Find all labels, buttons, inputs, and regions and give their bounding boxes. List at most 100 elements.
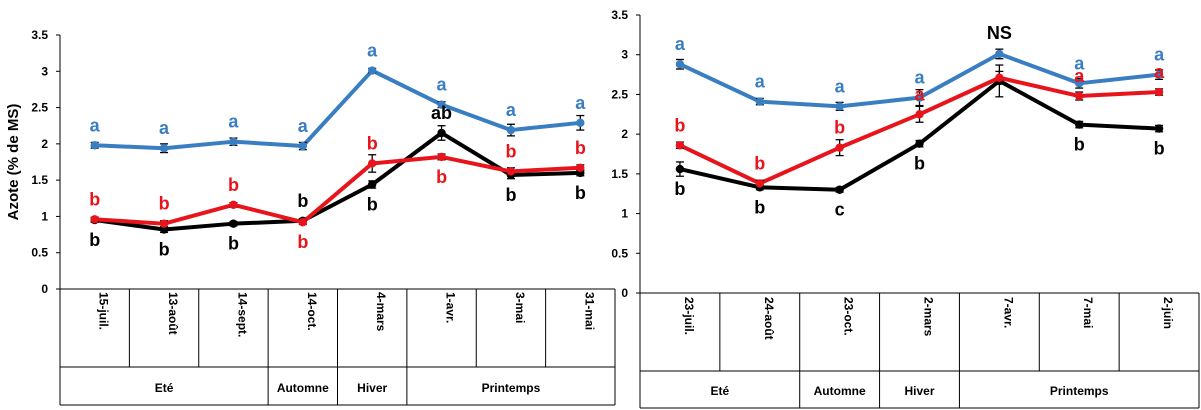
- significance-letter-red: a: [1074, 66, 1085, 86]
- data-point-red: [576, 163, 585, 173]
- season-label: Hiver: [904, 384, 934, 398]
- data-point-black: [229, 219, 238, 228]
- season-label: Printemps: [482, 381, 541, 395]
- significance-letter-black: b: [228, 234, 239, 254]
- significance-letter-black: b: [505, 185, 516, 205]
- significance-letter-black: b: [297, 191, 308, 211]
- data-point-blue: [367, 66, 377, 75]
- significance-letter-blue: a: [159, 118, 170, 138]
- y-tick-label: 3.5: [31, 28, 48, 42]
- significance-letter-blue: a: [755, 72, 766, 92]
- x-category-label: 7-avr.: [1001, 297, 1015, 328]
- x-category-label: 1-avr.: [444, 292, 458, 323]
- y-tick-label: 3: [621, 48, 628, 62]
- x-category-label: 23-oct.: [842, 297, 856, 336]
- significance-letter-black: b: [754, 197, 765, 217]
- data-point-blue: [995, 49, 1004, 59]
- x-category-label: 14-sept.: [235, 292, 249, 337]
- data-point-blue: [229, 137, 238, 146]
- y-tick-label: 1: [621, 207, 628, 221]
- significance-letter-red: b: [754, 153, 765, 173]
- significance-letter-blue: a: [575, 93, 586, 113]
- data-point-red: [835, 143, 844, 152]
- y-tick-label: 0.5: [611, 246, 628, 260]
- significance-letter-black: b: [674, 179, 685, 199]
- x-category-label: 4-mars: [374, 292, 388, 332]
- significance-letter-blue: a: [914, 68, 925, 88]
- data-point-red: [506, 167, 516, 176]
- significance-letter-red: b: [159, 194, 170, 214]
- data-point-red: [159, 219, 169, 228]
- significance-letter-black: b: [575, 183, 586, 203]
- y-tick-label: 0: [41, 282, 48, 296]
- y-tick-label: 1: [41, 209, 48, 223]
- data-point-black: [915, 139, 924, 148]
- data-point-black: [1075, 120, 1084, 129]
- y-tick-label: 3: [41, 64, 48, 78]
- season-label: Eté: [711, 384, 730, 398]
- significance-letter-red: b: [297, 232, 308, 252]
- significance-letter-blue: a: [675, 34, 686, 54]
- series-line-blue: [94, 68, 581, 151]
- data-point-blue: [915, 93, 924, 102]
- significance-letter-blue: a: [835, 76, 846, 96]
- significance-letter-black: b: [1154, 139, 1165, 159]
- significance-letter-red: b: [367, 133, 378, 153]
- data-point-red: [298, 218, 308, 227]
- significance-letter-red: b: [436, 167, 447, 187]
- y-tick-label: 1.5: [611, 167, 628, 181]
- significance-letter-blue: a: [1154, 45, 1165, 65]
- data-point-blue: [576, 118, 585, 128]
- significance-letter-black: b: [914, 154, 925, 174]
- data-point-red: [229, 200, 238, 210]
- data-point-red: [1154, 87, 1164, 97]
- season-label: Automne: [277, 381, 329, 395]
- x-category-label: 24-août: [762, 297, 776, 340]
- significance-letter-black: b: [159, 239, 170, 259]
- data-point-black: [835, 185, 844, 194]
- ns-label: NS: [987, 23, 1012, 43]
- y-tick-label: 2: [41, 137, 48, 151]
- significance-letter-blue: a: [90, 115, 101, 135]
- significance-letter-black: c: [835, 200, 845, 220]
- significance-letter-blue: a: [228, 112, 239, 132]
- season-label: Hiver: [357, 381, 387, 395]
- season-label: Automne: [814, 384, 866, 398]
- data-point-red: [367, 159, 377, 168]
- data-point-blue: [298, 141, 308, 151]
- significance-letter-black: ab: [431, 103, 452, 123]
- data-point-red: [755, 179, 764, 188]
- significance-letter-red: b: [834, 118, 845, 138]
- data-point-blue: [1075, 79, 1084, 88]
- data-point-black: [675, 164, 685, 174]
- x-category-label: 3-mai: [513, 292, 527, 323]
- data-point-blue: [675, 60, 685, 69]
- y-tick-label: 1.5: [31, 173, 48, 187]
- significance-letter-red: b: [575, 138, 586, 158]
- data-point-blue: [159, 144, 169, 153]
- significance-letter-black: b: [367, 194, 378, 214]
- data-point-blue: [506, 125, 516, 135]
- y-axis-title: Azote (% de MS): [5, 104, 22, 221]
- x-category-label: 31-mai: [582, 292, 596, 330]
- significance-letter-blue: a: [506, 100, 517, 120]
- series-line-red: [94, 154, 581, 226]
- y-tick-label: 2.5: [611, 87, 628, 101]
- y-tick-label: 0.5: [31, 246, 48, 260]
- data-point-black: [367, 180, 377, 189]
- significance-letter-black: b: [89, 230, 100, 250]
- data-point-red: [675, 141, 685, 150]
- data-point-blue: [437, 100, 446, 109]
- x-category-label: 14-oct.: [305, 292, 319, 331]
- x-category-label: 2-mars: [922, 297, 936, 337]
- data-point-blue: [1154, 70, 1164, 79]
- x-category-label: 13-août: [166, 292, 180, 335]
- significance-letter-red: b: [505, 141, 516, 161]
- x-category-label: 23-juil.: [682, 297, 696, 335]
- data-point-black: [437, 128, 446, 138]
- significance-letter-blue: a: [367, 41, 378, 61]
- data-point-red: [915, 110, 924, 119]
- significance-letter-red: b: [674, 115, 685, 135]
- significance-letter-red: a: [1154, 62, 1165, 82]
